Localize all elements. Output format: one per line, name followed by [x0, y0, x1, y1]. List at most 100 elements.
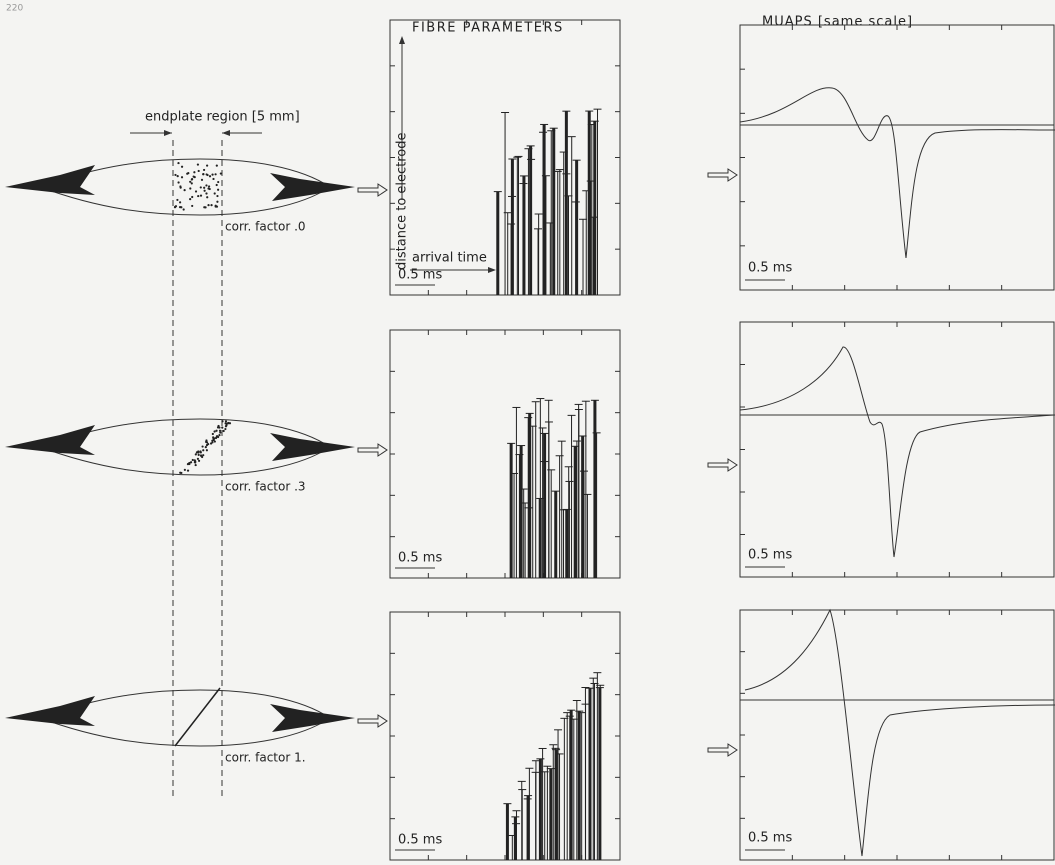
endplate-dot — [205, 441, 207, 443]
endplate-dot — [177, 175, 179, 177]
endplate-dot — [191, 205, 193, 207]
endplate-dot — [195, 453, 197, 455]
endplate-dot — [203, 169, 205, 171]
endplate-dot — [193, 176, 195, 178]
endplate-dot — [179, 185, 181, 187]
scale-label: 0.5 ms — [398, 551, 442, 566]
tendon — [5, 696, 95, 726]
endplate-dot — [189, 198, 191, 200]
endplate-dot — [212, 178, 214, 180]
endplate-dot — [206, 444, 208, 446]
endplate-dot — [221, 427, 223, 429]
endplate-dot — [202, 449, 204, 451]
endplate-dot — [189, 181, 191, 183]
endplate-dot — [216, 184, 218, 186]
endplate-dot — [215, 205, 217, 207]
endplate-dot — [203, 187, 205, 189]
endplate-dot — [219, 430, 221, 432]
endplate-dot — [214, 173, 216, 175]
endplate-dot — [191, 178, 193, 180]
muap-waveform — [740, 347, 1055, 557]
endplate-dot — [211, 174, 213, 176]
endplate-arrows — [130, 130, 262, 136]
endplate-dot — [216, 435, 218, 437]
endplate-dot — [198, 460, 200, 462]
muap-waveform — [740, 88, 1055, 258]
endplate-dot — [197, 163, 199, 165]
corr-label: corr. factor 1. — [225, 751, 306, 765]
muap-waveform — [745, 610, 1055, 856]
flow-arrow — [358, 184, 387, 196]
endplate-dot — [192, 459, 194, 461]
endplate-dot — [186, 173, 188, 175]
scale-label: 0.5 ms — [748, 548, 792, 563]
endplate-dot — [195, 190, 197, 192]
endplate-dot — [187, 470, 189, 472]
endplate-dot — [187, 463, 189, 465]
endplate-dot — [216, 201, 218, 203]
endplate-dot — [217, 181, 219, 183]
figure-row: corr. factor .3 0.5 ms 0.5 ms — [5, 322, 1055, 578]
endplate-dot — [200, 186, 202, 188]
endplate-dot — [181, 166, 183, 168]
endplate-dot — [190, 461, 192, 463]
endplate-dot — [212, 436, 214, 438]
endplate-dot — [184, 469, 186, 471]
endplate-dot — [189, 187, 191, 189]
x-axis-label: arrival time — [412, 251, 487, 266]
page-number: 220 — [6, 4, 23, 14]
endplate-dot — [216, 195, 218, 197]
endplate-dot — [175, 205, 177, 207]
endplate-dot — [194, 460, 196, 462]
flow-arrow — [358, 715, 387, 727]
endplate-dot — [200, 195, 202, 197]
axis-arrowhead — [399, 36, 405, 44]
endplate-dot — [207, 204, 209, 206]
endplate-dot — [204, 190, 206, 192]
endplate-dot — [221, 420, 223, 422]
endplate-dot — [213, 430, 215, 432]
endplate-line — [175, 688, 220, 746]
tendon — [5, 165, 95, 195]
endplate-dot — [209, 175, 211, 177]
flow-arrow — [708, 459, 737, 471]
endplate-dot — [229, 422, 231, 424]
muaps-header: MUAPS [same scale] — [762, 15, 913, 30]
scale-label: 0.5 ms — [748, 261, 792, 276]
endplate-dot — [209, 188, 211, 190]
endplate-dot — [197, 458, 199, 460]
figure-row: corr. factor .0 0.5 ms distance to electro… — [5, 20, 1055, 295]
endplate-dot — [217, 189, 219, 191]
endplate-dot — [224, 428, 226, 430]
endplate-dot — [174, 174, 176, 176]
flow-arrow — [708, 744, 737, 756]
endplate-dot — [177, 162, 179, 164]
endplate-dot — [202, 173, 204, 175]
muap-panel — [740, 25, 1054, 290]
endplate-dot — [197, 195, 199, 197]
endplate-dot — [180, 472, 182, 474]
endplate-dot — [193, 171, 195, 173]
endplate-dot — [195, 464, 197, 466]
endplate-dot — [181, 176, 183, 178]
fibre-header: FIBRE PARAMETERS — [412, 21, 564, 36]
endplate-dot — [183, 208, 185, 210]
endplate-dot — [205, 446, 207, 448]
flow-arrow — [708, 169, 737, 181]
endplate-dot — [225, 425, 227, 427]
endplate-dot — [208, 185, 210, 187]
endplate-dot — [206, 164, 208, 166]
endplate-dot — [201, 445, 203, 447]
y-axis-label: distance to electrode — [395, 132, 410, 270]
endplate-dot — [206, 449, 208, 451]
endplate-dot — [220, 172, 222, 174]
endplate-dot — [196, 451, 198, 453]
endplate-dot — [215, 430, 217, 432]
corr-label: corr. factor .0 — [225, 220, 306, 234]
endplate-dot — [212, 433, 214, 435]
endplate-dot — [198, 170, 200, 172]
endplate-dot — [211, 440, 213, 442]
corr-label: corr. factor .3 — [225, 480, 306, 494]
endplate-dot — [223, 430, 225, 432]
